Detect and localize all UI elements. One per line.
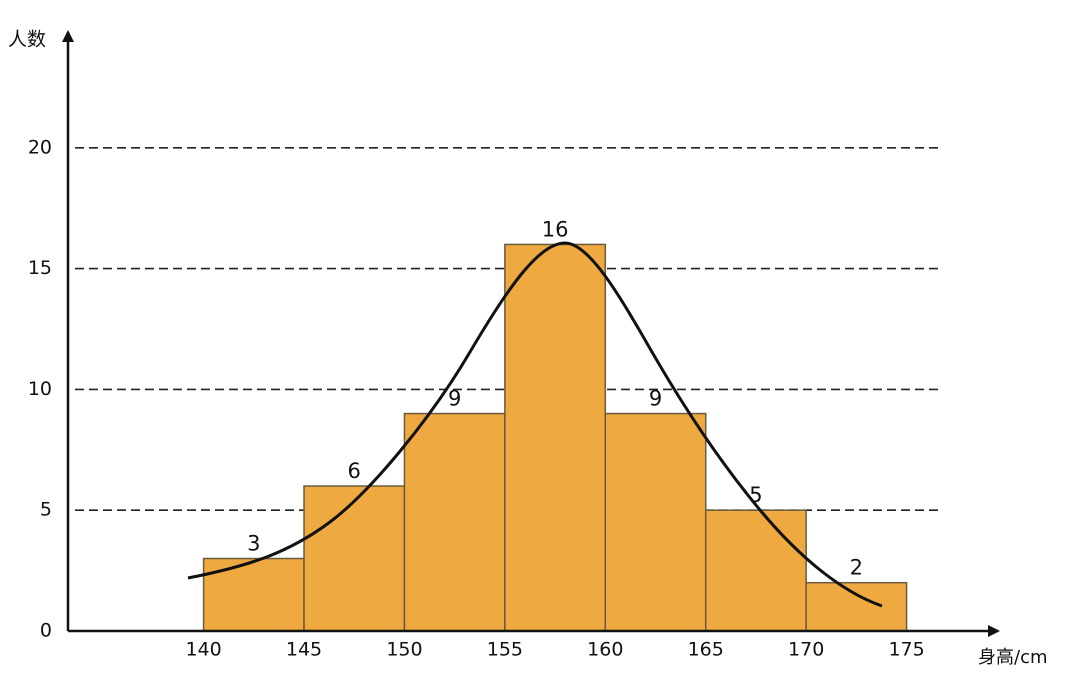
y-tick-label: 20	[28, 136, 52, 158]
y-tick-label: 10	[28, 378, 52, 400]
y-axis-label: 人数	[8, 29, 46, 51]
x-tick-label: 170	[788, 639, 824, 661]
bar	[202, 557, 305, 632]
x-tick-label: 145	[286, 639, 322, 661]
y-tick-label: 0	[40, 620, 52, 642]
x-axis-label: 身高/cm	[978, 647, 1048, 668]
bar	[604, 412, 707, 632]
value-label: 3	[247, 532, 260, 556]
y-tick-label: 15	[28, 257, 52, 279]
labels: 0 5 10 15 20 140 145 150 155 160 165 170 175 3 6 9 16 9 5 2	[28, 136, 925, 660]
x-tick-label: 160	[587, 639, 623, 661]
bars	[202, 243, 908, 632]
bar	[403, 412, 506, 632]
value-label: 5	[749, 483, 762, 507]
value-label: 2	[850, 556, 863, 580]
x-tick-label: 140	[185, 639, 221, 661]
x-tick-label: 150	[386, 639, 422, 661]
bar	[805, 581, 908, 632]
fitted-curve	[187, 241, 883, 608]
x-tick-label: 165	[688, 639, 724, 661]
x-tick-label: 155	[487, 639, 523, 661]
bar	[704, 509, 807, 632]
y-tick-label: 5	[40, 499, 52, 521]
value-label: 9	[448, 387, 461, 411]
value-label: 9	[649, 387, 662, 411]
value-label: 16	[542, 217, 569, 241]
x-tick-label: 175	[888, 639, 924, 661]
bar	[504, 243, 607, 632]
value-label: 6	[348, 459, 361, 483]
bar	[303, 485, 406, 632]
